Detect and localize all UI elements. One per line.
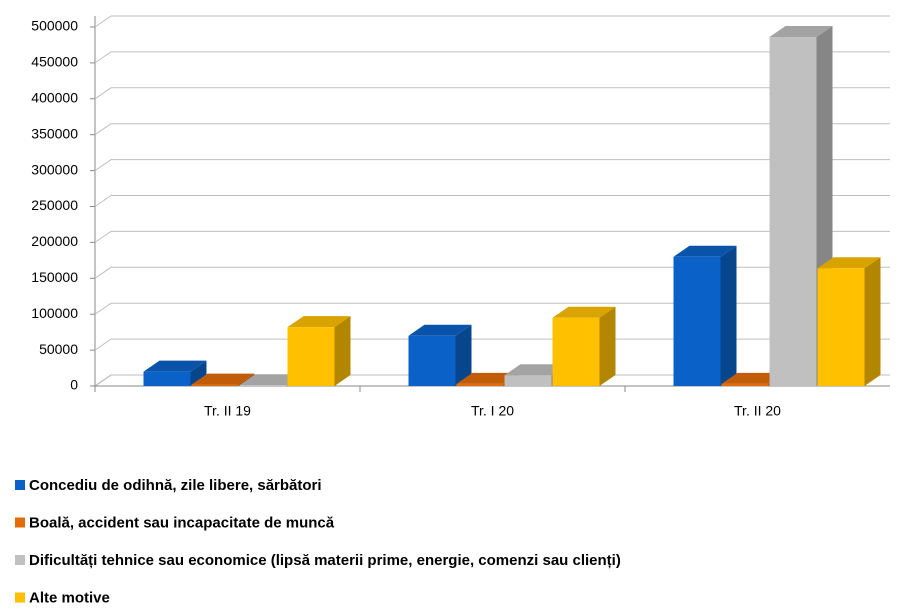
- bar: [817, 268, 865, 386]
- bar: [287, 327, 335, 386]
- legend-swatch: [15, 592, 25, 603]
- grid-line: [94, 87, 890, 100]
- y-tick-label: 450000: [31, 54, 78, 70]
- bar-side: [334, 316, 351, 386]
- y-tick-label: 500000: [31, 18, 78, 34]
- grid-line: [94, 374, 890, 387]
- bar-top: [721, 372, 785, 384]
- grid-line: [94, 159, 890, 172]
- grid-line: [94, 302, 890, 315]
- y-tick-label: 400000: [31, 90, 78, 106]
- bar-side: [455, 324, 472, 386]
- y-tick-label: 250000: [31, 197, 78, 213]
- bar-top: [817, 257, 881, 269]
- bar: [408, 335, 456, 386]
- legend-label: Dificultăți tehnice sau economice (lipsă…: [29, 552, 621, 569]
- grid-line: [94, 195, 890, 207]
- y-tick-label: 100000: [31, 305, 78, 321]
- legend-swatch: [15, 517, 25, 528]
- bar: [769, 37, 817, 386]
- x-tick-label: Tr. I 20: [471, 403, 514, 419]
- y-tick-label: 0: [70, 377, 78, 393]
- x-tick-label: Tr. II 20: [734, 403, 781, 419]
- legend-label: Boală, accident sau incapacitate de munc…: [29, 514, 335, 531]
- bar-top: [191, 373, 255, 385]
- bar: [721, 383, 769, 386]
- bar-side: [190, 360, 207, 386]
- y-tick-label: 300000: [31, 161, 78, 177]
- grid-line: [94, 338, 890, 351]
- legend-label: Concediu de odihnă, zile libere, sărbăto…: [29, 477, 322, 494]
- y-tick-label: 350000: [31, 125, 78, 141]
- bar-top: [143, 360, 207, 372]
- bar-top: [769, 26, 833, 38]
- bar: [456, 383, 504, 386]
- y-tick-label: 50000: [39, 341, 78, 357]
- bar: [552, 317, 600, 386]
- bar-side: [238, 373, 255, 386]
- bar-top: [504, 364, 568, 376]
- bar-side: [720, 245, 737, 386]
- bar-top: [552, 306, 616, 318]
- bar-top: [673, 245, 737, 257]
- bar-top: [456, 372, 520, 384]
- y-tick-label: 200000: [31, 233, 78, 249]
- bar-side: [599, 306, 616, 386]
- bar: [504, 375, 552, 386]
- bar-top: [408, 324, 472, 336]
- y-tick-label: 150000: [31, 269, 78, 285]
- legend-label: Alte motive: [29, 589, 110, 606]
- grid-line: [94, 51, 890, 64]
- bar: [673, 256, 721, 386]
- bar-top: [239, 374, 303, 386]
- grid-line: [94, 123, 890, 136]
- bar-side: [864, 257, 881, 386]
- grid-line: [94, 15, 890, 28]
- bar-top: [287, 316, 351, 328]
- legend-swatch: [15, 480, 25, 490]
- grid-line: [94, 266, 890, 279]
- bar: [191, 384, 239, 386]
- bar: [143, 371, 191, 386]
- bar: [239, 385, 287, 386]
- grid-line: [94, 230, 890, 243]
- legend-swatch: [15, 555, 25, 565]
- x-tick-label: Tr. II 19: [204, 403, 251, 419]
